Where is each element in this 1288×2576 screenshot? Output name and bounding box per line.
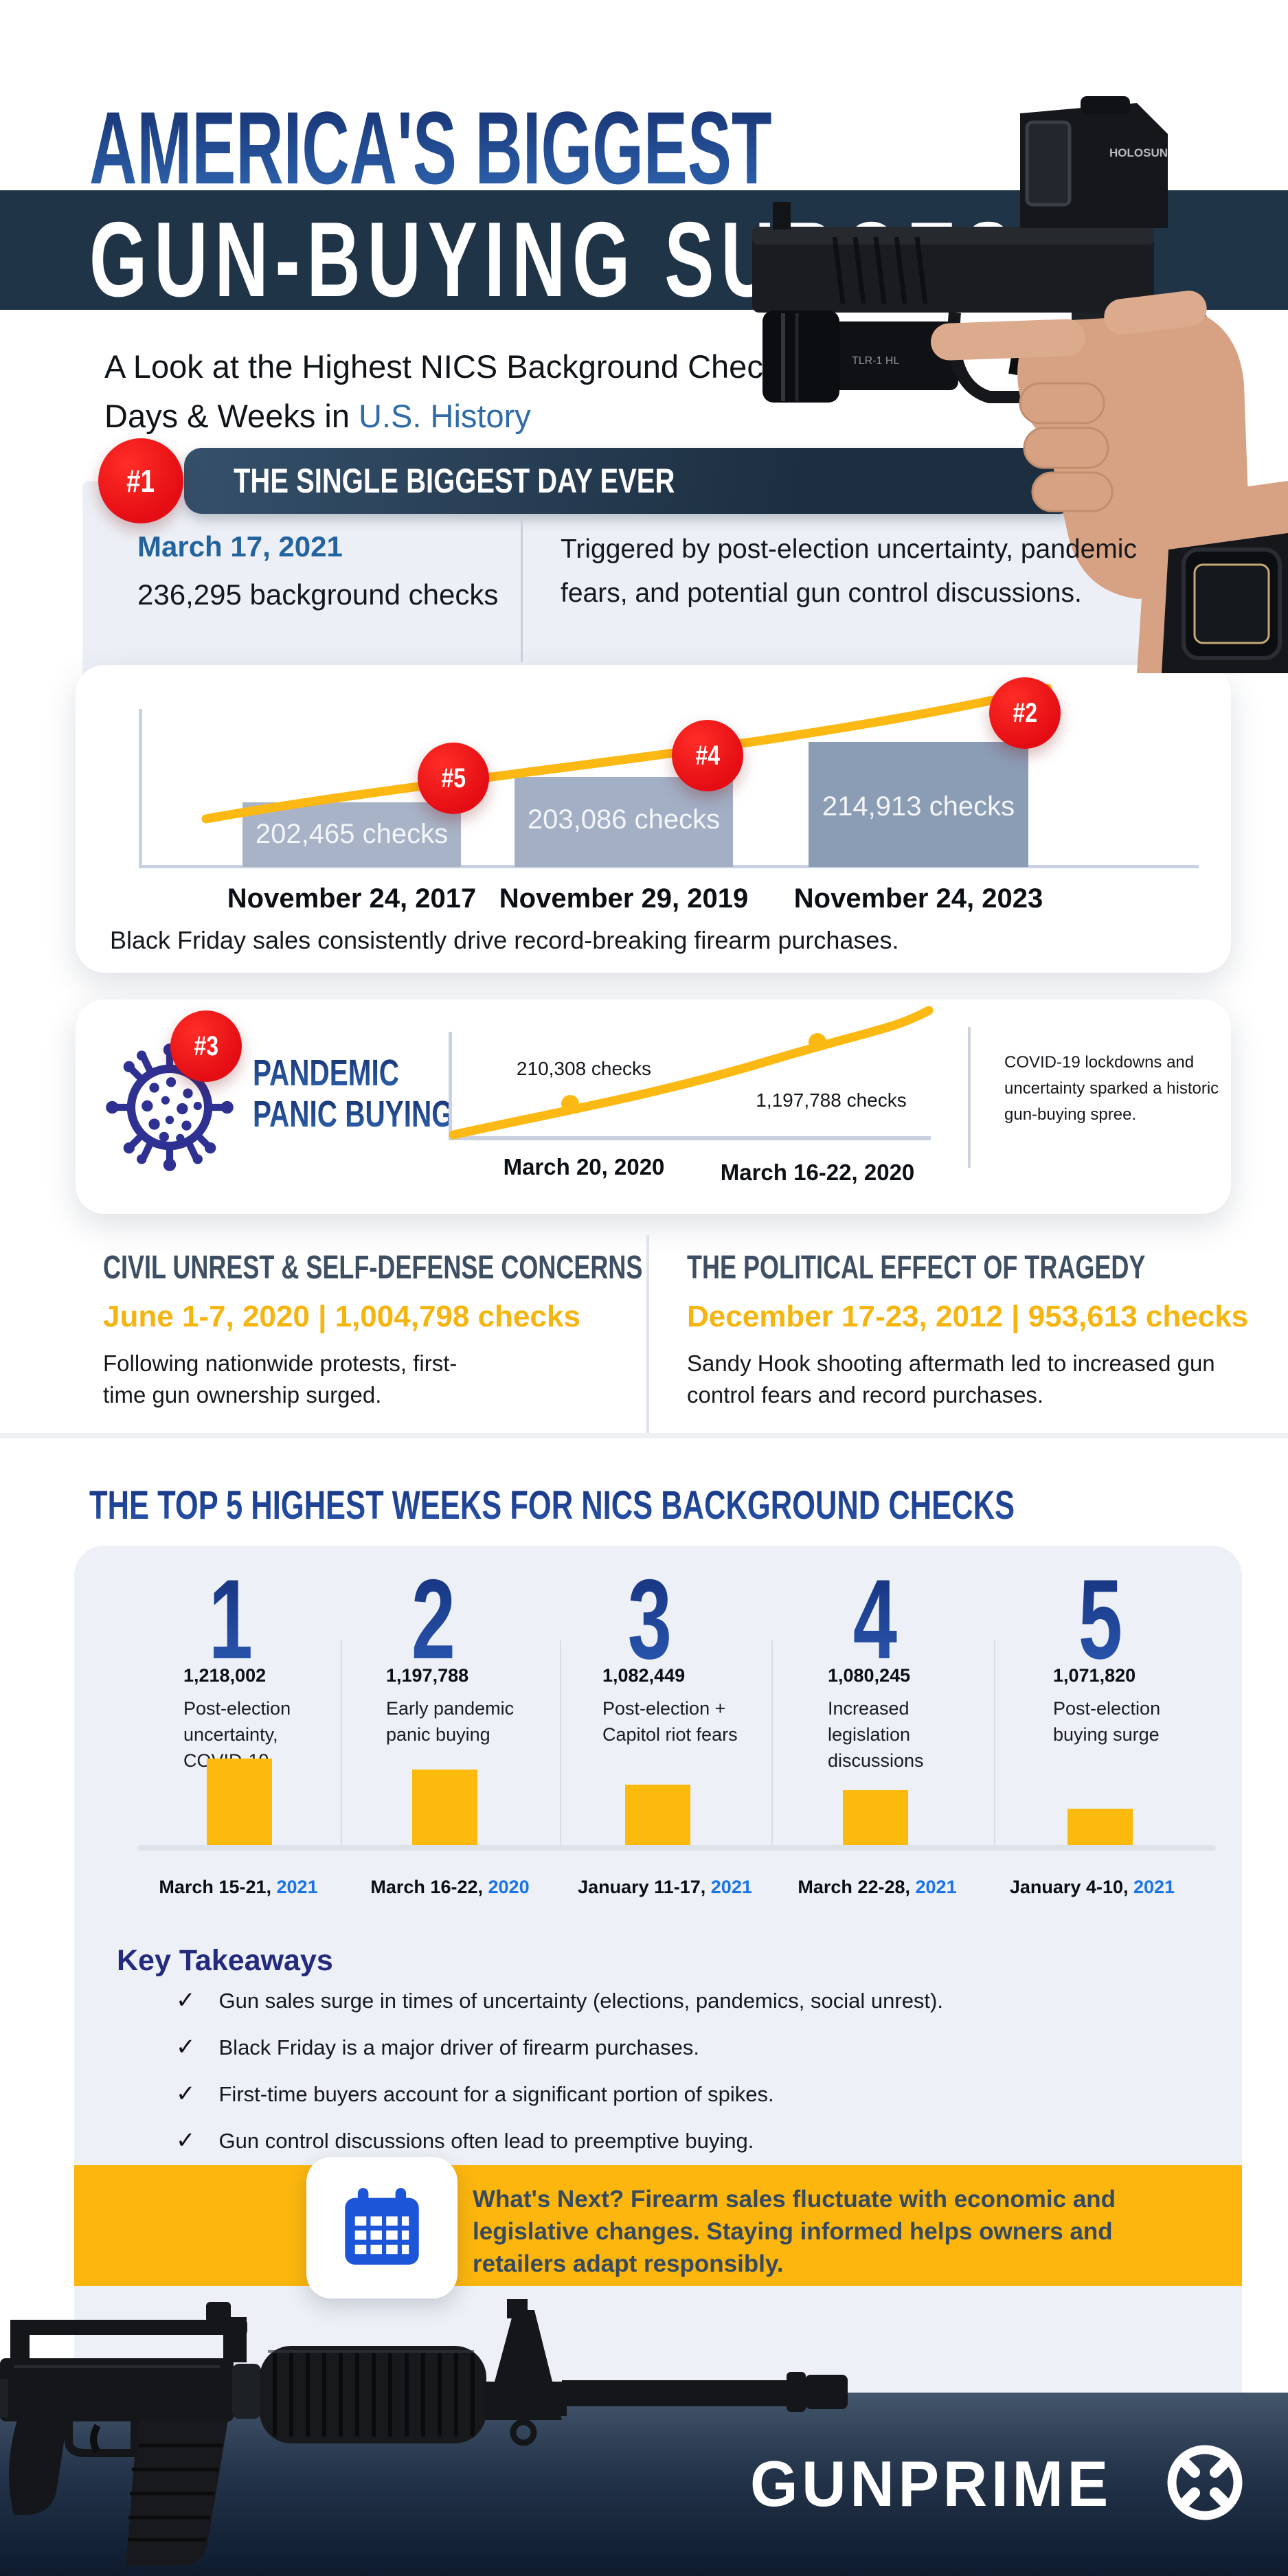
- bf-date-2019: November 29, 2019: [499, 883, 749, 914]
- event1-body: Following nationwide protests, first-tim…: [103, 1351, 457, 1408]
- takeaway-item-2: ✓ Black Friday is a major driver of fire…: [176, 2034, 699, 2060]
- top5-value-3: 1,082,449: [602, 1665, 686, 1686]
- top5-bar-3: [625, 1785, 690, 1846]
- takeaway-item-1: ✓ Gun sales surge in times of uncertaint…: [176, 1987, 943, 2013]
- subtitle-highlight: U.S. History: [359, 398, 531, 434]
- single-day-divider: [521, 517, 523, 662]
- bf-y-axis: [139, 709, 142, 868]
- whats-next-band: [74, 2165, 1242, 2286]
- rank-badge-5: #5: [418, 743, 489, 814]
- top5-title: THE TOP 5 HIGHEST WEEKS FOR NICS BACKGRO…: [89, 1483, 1015, 1528]
- bf-bar-2017: 202,465 checks: [242, 802, 461, 867]
- rank-badge-1: #1: [98, 438, 183, 523]
- check-icon: ✓: [176, 2127, 196, 2154]
- top5-date-1: March 15-21, 2021: [159, 1877, 318, 1897]
- top5-date-5: January 4-10, 2021: [1009, 1877, 1175, 1897]
- takeaways-heading: Key Takeaways: [117, 1944, 333, 1977]
- check-icon: ✓: [176, 1987, 196, 2013]
- single-day-heading: THE SINGLE BIGGEST DAY EVER: [234, 462, 675, 500]
- top5-divider-3: [771, 1640, 773, 1846]
- rifle-photo-illustration: [0, 2299, 848, 2566]
- top5-bar-5: [1067, 1809, 1133, 1846]
- takeaway-item-3: ✓ First-time buyers account for a signif…: [176, 2081, 774, 2107]
- single-day-panel: [82, 481, 1206, 690]
- events-divider: [646, 1235, 649, 1433]
- event2-title: THE POLITICAL EFFECT OF TRAGEDY: [687, 1250, 1146, 1286]
- pan-divider: [968, 1027, 971, 1168]
- bf-bar-2023-label: 214,913 checks: [822, 791, 1015, 822]
- rank-badge-2: #2: [989, 677, 1061, 749]
- rank-badge-4: #4: [672, 720, 743, 791]
- top5-bar-1: [207, 1759, 272, 1846]
- page-subtitle: A Look at the Highest NICS Background Ch…: [104, 342, 779, 441]
- pan-point1-date: March 20, 2020: [503, 1154, 665, 1179]
- bf-bar-2019-label: 203,086 checks: [527, 804, 721, 835]
- top5-divider-4: [994, 1640, 995, 1846]
- brand-emblem-icon: [1167, 2445, 1243, 2520]
- single-day-note: Triggered by post-election uncertainty, …: [561, 534, 1137, 608]
- pan-note: COVID-19 lockdowns and uncertainty spark…: [1004, 1053, 1219, 1124]
- subtitle-line2: Days & Weeks in U.S. History: [104, 398, 531, 434]
- top5-divider-2: [560, 1640, 561, 1846]
- top5-value-4: 1,080,245: [828, 1665, 911, 1686]
- bf-bar-2017-label: 202,465 checks: [255, 819, 449, 849]
- bf-caption: Black Friday sales consistently drive re…: [110, 926, 899, 954]
- top5-rank-2: 2: [411, 1556, 456, 1682]
- bf-date-2017: November 24, 2017: [227, 883, 477, 914]
- single-day-header-bar: THE SINGLE BIGGEST DAY EVER: [184, 448, 1077, 514]
- top5-value-1: 1,218,002: [183, 1665, 267, 1686]
- top5-desc-2: Early pandemic panic buying: [386, 1698, 515, 1745]
- top5-date-3: January 11-17, 2021: [578, 1877, 752, 1897]
- top5-value-5: 1,071,820: [1053, 1665, 1136, 1686]
- brand-logo-text: GUNPRIME: [750, 2448, 1112, 2520]
- top5-date-2: March 16-22, 2020: [370, 1877, 530, 1897]
- top5-rank-4: 4: [852, 1556, 898, 1682]
- top5-date-4: March 22-28, 2021: [798, 1877, 957, 1897]
- top5-rank-1: 1: [208, 1556, 253, 1682]
- rank-badge-3: #3: [170, 1010, 242, 1082]
- check-icon: ✓: [176, 2034, 196, 2060]
- event1-stat: June 1-7, 2020 | 1,004,798 checks: [103, 1300, 580, 1333]
- pan-x-axis: [449, 1136, 931, 1140]
- calendar-icon-tile: [306, 2157, 457, 2298]
- calendar-icon: [345, 2188, 419, 2265]
- top5-desc-4: Increased legislation discussions: [828, 1698, 924, 1771]
- top5-rank-5: 5: [1078, 1556, 1123, 1682]
- pan-point2-date: March 16-22, 2020: [720, 1160, 915, 1185]
- check-icon: ✓: [176, 2081, 196, 2107]
- bf-bar-2023: 214,913 checks: [809, 742, 1028, 867]
- subtitle-line1: A Look at the Highest NICS Background Ch…: [104, 348, 780, 385]
- takeaway-item-4: ✓ Gun control discussions often lead to …: [176, 2127, 754, 2154]
- top5-value-2: 1,197,788: [386, 1665, 469, 1686]
- whats-next-text: What's Next? Firearm sales fluctuate wit…: [473, 2186, 1116, 2277]
- top5-desc-5: Post-election buying surge: [1053, 1698, 1161, 1745]
- event2-body: Sandy Hook shooting aftermath led to inc…: [687, 1351, 1215, 1408]
- svg-text:HOLOSUN: HOLOSUN: [1109, 146, 1168, 159]
- single-day-stat: 236,295 background checks: [137, 578, 499, 611]
- svg-text:TLR-1 HL: TLR-1 HL: [852, 355, 899, 367]
- top5-bar-4: [843, 1790, 908, 1846]
- top5-bar-2: [412, 1770, 477, 1846]
- event1-title: CIVIL UNREST & SELF-DEFENSE CONCERNS: [103, 1250, 643, 1286]
- pistol-photo-illustration: HOLOSUN TLR-1 HL: [752, 96, 1288, 673]
- pan-y-axis: [449, 1032, 452, 1140]
- pandemic-title: PANDEMIC PANIC BUYING: [253, 1052, 453, 1135]
- top5-baseline: [137, 1845, 1216, 1851]
- section-separator: [0, 1433, 1288, 1438]
- single-day-date: March 17, 2021: [137, 530, 343, 563]
- page-title-line1: AMERICA'S BIGGEST: [89, 90, 772, 205]
- top5-desc-3: Post-election + Capitol riot fears: [602, 1698, 738, 1745]
- bf-date-2023: November 24, 2023: [793, 883, 1043, 914]
- top5-divider-1: [341, 1640, 342, 1846]
- event2-stat: December 17-23, 2012 | 953,613 checks: [687, 1300, 1249, 1333]
- pan-point1-label: 210,308 checks: [516, 1058, 652, 1079]
- pan-point2-label: 1,197,788 checks: [756, 1089, 907, 1111]
- top5-rank-3: 3: [627, 1556, 673, 1682]
